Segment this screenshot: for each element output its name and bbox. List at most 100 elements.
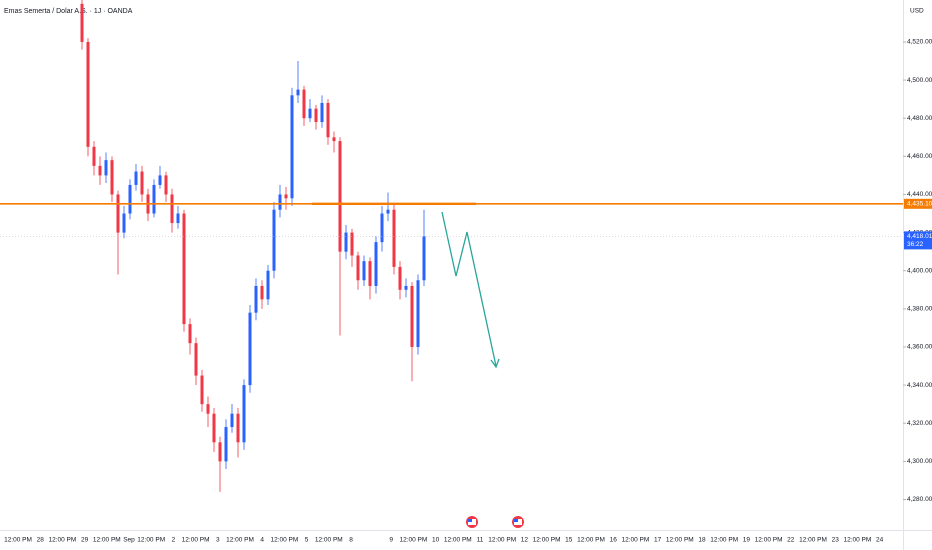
x-tick-label: 12:00 PM	[577, 537, 605, 544]
x-tick-label: 12:00 PM	[315, 537, 343, 544]
x-tick-label: 12:00 PM	[621, 537, 649, 544]
candle-body	[356, 255, 360, 281]
candle-body	[386, 209, 390, 214]
candle-body	[122, 213, 126, 233]
x-tick-label: 5	[305, 537, 309, 544]
y-tick-label: 4,300.000	[907, 458, 932, 465]
x-tick-label: 23	[832, 537, 840, 544]
x-tick-label: 15	[565, 537, 573, 544]
x-tick-label: 4	[260, 537, 264, 544]
last-price-bg	[904, 231, 932, 250]
candle-body	[308, 108, 312, 119]
event-flag	[466, 516, 478, 528]
candle-body	[176, 213, 180, 224]
candle-body	[230, 413, 234, 428]
candle-body	[242, 385, 246, 443]
candle-body	[140, 171, 144, 195]
candle-body	[134, 171, 138, 185]
x-tick-label: 12:00 PM	[4, 537, 32, 544]
candle-body	[218, 442, 222, 462]
candle-body	[164, 175, 168, 195]
y-tick-label: 4,280.000	[907, 496, 932, 503]
candle-body	[212, 413, 216, 443]
arrow-head	[490, 358, 500, 369]
x-tick-label: 22	[787, 537, 795, 544]
candle-body	[332, 137, 336, 142]
y-tick-label: 4,460.000	[907, 153, 932, 160]
x-tick-label: 11	[477, 537, 484, 544]
y-tick-label: 4,380.000	[907, 306, 932, 313]
x-tick-label: 10	[432, 537, 440, 544]
countdown: 36:22	[907, 241, 924, 248]
candle-body	[350, 232, 354, 256]
candle-body	[272, 209, 276, 271]
y-tick-label: 4,320.000	[907, 420, 932, 427]
level-label-bg	[904, 198, 932, 209]
x-tick-label: 8	[349, 537, 353, 544]
x-tick-label: 9	[389, 537, 393, 544]
x-tick-label: 12:00 PM	[488, 537, 516, 544]
candle-body	[296, 89, 300, 96]
x-tick-label: 19	[743, 537, 751, 544]
candle-body	[260, 285, 264, 300]
candle-body	[314, 108, 318, 123]
candle-body	[320, 102, 324, 123]
x-tick-label: 12:00 PM	[182, 537, 210, 544]
x-tick-label: 12:00 PM	[755, 537, 783, 544]
candle-body	[170, 194, 174, 224]
candle-body	[362, 261, 366, 281]
y-tick-label: 4,340.000	[907, 382, 932, 389]
candle-body	[302, 89, 306, 119]
candle-body	[266, 270, 270, 300]
x-tick-label: 12:00 PM	[93, 537, 121, 544]
y-tick-label: 4,520.000	[907, 39, 932, 46]
x-tick-label: 18	[698, 537, 706, 544]
x-tick-label: 12:00 PM	[799, 537, 827, 544]
candle-body	[338, 141, 342, 252]
x-tick-label: 12:00 PM	[444, 537, 472, 544]
candle-body	[104, 160, 108, 176]
candle-body	[326, 102, 330, 138]
x-tick-label: 12:00 PM	[226, 537, 254, 544]
x-tick-label: 12:00 PM	[710, 537, 738, 544]
candle-body	[374, 242, 378, 286]
last-price-label: 4,418.015	[907, 233, 932, 240]
candle-body	[248, 312, 252, 386]
candle-body	[392, 209, 396, 267]
candle-body	[152, 184, 156, 214]
x-tick-label: 3	[216, 537, 220, 544]
y-tick-label: 4,500.000	[907, 77, 932, 84]
candle-body	[80, 3, 84, 42]
candle-body	[380, 213, 384, 243]
x-tick-label: 12:00 PM	[843, 537, 871, 544]
x-tick-label: 16	[610, 537, 618, 544]
chart-title: Emas Semerta / Dolar A.S. · 1J · OANDA	[4, 8, 133, 15]
event-flag	[512, 516, 524, 528]
candle-body	[404, 285, 408, 290]
candle-body	[224, 427, 228, 462]
candle-body	[368, 261, 372, 286]
level-label: 4,435.100	[907, 201, 932, 208]
candle-body	[128, 184, 132, 214]
candle-body	[278, 194, 282, 210]
candle-body	[92, 146, 96, 166]
x-tick-label: 12:00 PM	[399, 537, 427, 544]
x-tick-label: 12:00 PM	[137, 537, 165, 544]
candle-body	[284, 194, 288, 199]
projection-arrow	[441, 211, 497, 367]
candle-body	[158, 175, 162, 185]
candle-body	[206, 404, 210, 414]
x-tick-label: Sep	[123, 537, 135, 544]
candle-body	[86, 41, 90, 147]
candle-body	[188, 324, 192, 344]
candle-body	[194, 343, 198, 376]
candle-body	[398, 266, 402, 290]
x-tick-label: 28	[37, 537, 45, 544]
candle-body	[98, 165, 102, 176]
x-tick-label: 2	[172, 537, 176, 544]
x-tick-label: 12:00 PM	[666, 537, 694, 544]
y-tick-label: 4,400.000	[907, 267, 932, 274]
x-tick-label: 12	[521, 537, 529, 544]
